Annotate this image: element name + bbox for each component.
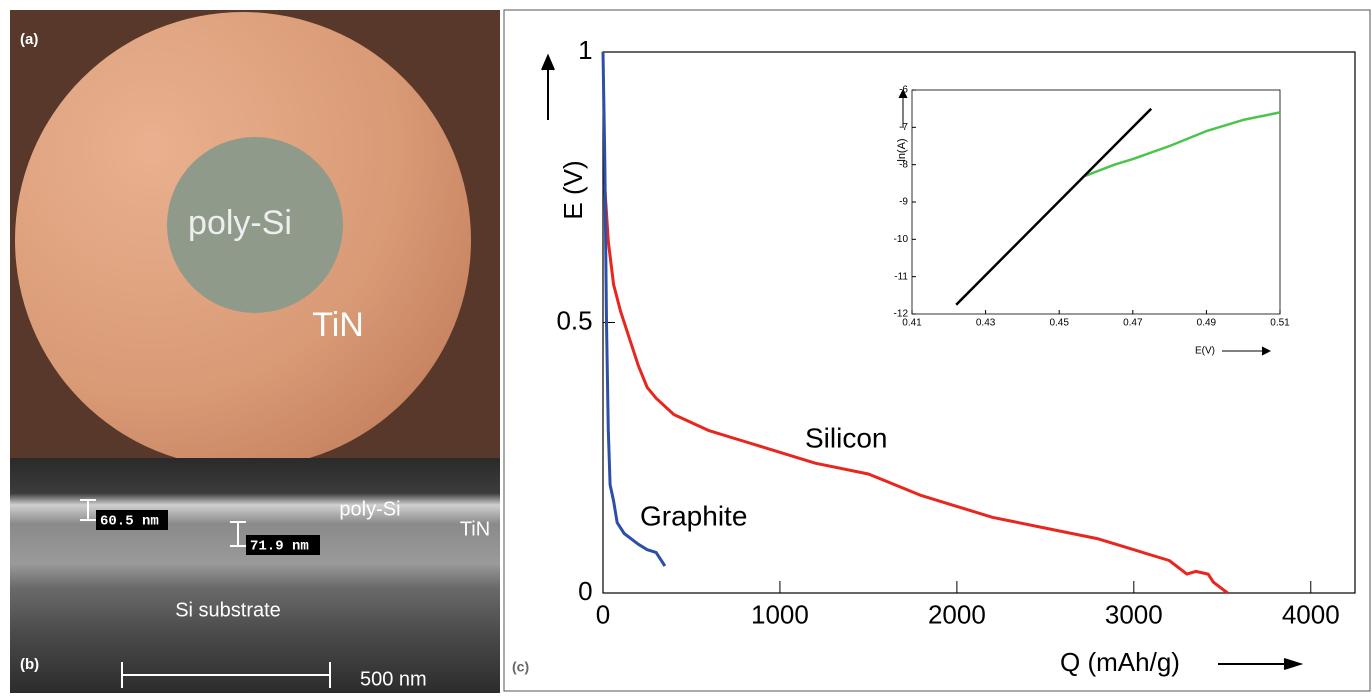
x-tick-label: 0.45 — [1049, 318, 1069, 329]
x-tick-label: 0.49 — [1197, 318, 1217, 329]
x-tick-label: 0.51 — [1270, 318, 1290, 329]
y-axis-label: E (V) — [558, 160, 588, 219]
figure: (a) poly-Si TiN 60.5 nm 71.9 nm poly-Si … — [0, 0, 1372, 693]
y-tick-label: -11 — [894, 271, 908, 282]
y-tick-label: -7 — [899, 122, 908, 133]
y-tick-label: -12 — [894, 309, 909, 320]
y-tick-label: -9 — [899, 197, 908, 208]
x-tick-label: 0.47 — [1123, 318, 1143, 329]
sem-image — [10, 458, 500, 693]
panel-label: (c) — [512, 659, 529, 675]
scale-bar-label: 500 nm — [360, 668, 427, 690]
label: Si substrate — [175, 599, 281, 621]
series-label: Silicon — [805, 422, 887, 453]
x-tick-label: 1000 — [751, 599, 809, 629]
y-tick-label: 0 — [578, 576, 592, 606]
label: poly-Si — [188, 204, 292, 242]
x-tick-label: 2000 — [928, 599, 986, 629]
measure: 71.9 nm — [250, 539, 309, 555]
y-tick-label: 0.5 — [556, 305, 592, 335]
label: poly-Si — [339, 498, 400, 520]
x-axis-label: Q (mAh/g) — [1060, 647, 1180, 677]
y-tick-label: -10 — [894, 234, 909, 245]
label: TiN — [460, 518, 490, 540]
x-tick-label: 3000 — [1105, 599, 1163, 629]
x-tick-label: 0.43 — [976, 318, 996, 329]
series-label: Graphite — [640, 500, 747, 531]
x-tick-label: 4000 — [1282, 599, 1340, 629]
y-tick-label: -6 — [899, 85, 908, 96]
panel-label: (b) — [20, 656, 39, 673]
x-axis-label: E(V) — [1195, 346, 1215, 357]
measure: 60.5 nm — [100, 514, 159, 530]
y-axis-label: ln(A) — [896, 138, 908, 161]
panel-label: (a) — [20, 31, 38, 48]
x-tick-label: 0 — [596, 599, 610, 629]
label: TiN — [312, 306, 364, 344]
y-tick-label: 1 — [578, 35, 592, 65]
